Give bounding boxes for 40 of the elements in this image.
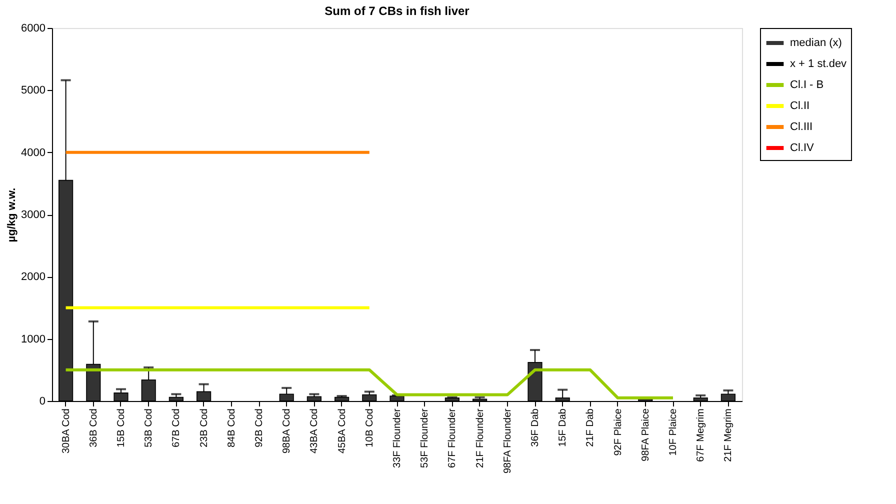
y-tick-label: 2000 xyxy=(21,271,46,284)
x-tick-label: 36F Dab xyxy=(530,408,541,447)
x-tick-label: 98FA Flounder xyxy=(502,408,514,474)
y-tick-label: 4000 xyxy=(21,146,46,159)
y-tick-label: 3000 xyxy=(21,209,46,221)
legend-label: median (x) xyxy=(790,37,842,49)
x-tick-label: 21F Dab xyxy=(585,408,596,447)
x-tick-label: 43BA Cod xyxy=(309,408,320,454)
x-tick-label: 10F Plaice xyxy=(668,408,679,456)
x-tick-label: 98FA Plaice xyxy=(640,408,652,462)
x-tick-label: 15B Cod xyxy=(116,408,127,448)
x-tick-label: 45BA Cod xyxy=(336,408,348,454)
x-tick-label: 67F Megrim xyxy=(696,408,707,462)
x-tick-label: 53F Flounder xyxy=(420,408,431,468)
legend-label: x + 1 st.dev xyxy=(790,58,848,70)
x-tick-label: 21F Flounder xyxy=(474,408,486,468)
legend-label: Cl.III xyxy=(790,121,813,133)
x-tick-label: 67F Flounder xyxy=(447,408,458,468)
y-axis-title: µg/kg w.w. xyxy=(6,188,18,242)
x-tick-label: 36B Cod xyxy=(88,408,100,448)
x-tick-label: 21F Megrim xyxy=(723,408,734,462)
x-tick-label: 92B Cod xyxy=(254,408,265,448)
x-tick-label: 84B Cod xyxy=(226,408,238,448)
y-tick-label: 0 xyxy=(39,396,46,408)
x-tick-label: 33F Flounder xyxy=(392,408,403,468)
y-tick-label: 6000 xyxy=(21,22,46,34)
x-tick-label: 67B Cod xyxy=(171,408,182,448)
x-tick-label: 92F Plaice xyxy=(612,408,624,456)
chart-title: Sum of 7 CBs in fish liver xyxy=(324,4,470,18)
legend-label: Cl.IV xyxy=(790,142,814,154)
x-tick-label: 53B Cod xyxy=(144,408,155,448)
y-tick-label: 5000 xyxy=(21,84,46,97)
x-tick-label: 23B Cod xyxy=(198,408,210,448)
x-tick-label: 30BA Cod xyxy=(60,408,72,454)
y-tick-label: 1000 xyxy=(21,333,46,346)
legend-label: Cl.I - B xyxy=(790,79,824,91)
legend-label: Cl.II xyxy=(790,100,810,112)
x-tick-label: 98BA Cod xyxy=(282,408,293,454)
x-tick-label: 10B Cod xyxy=(364,408,376,448)
x-tick-label: 15F Dab xyxy=(558,408,569,447)
